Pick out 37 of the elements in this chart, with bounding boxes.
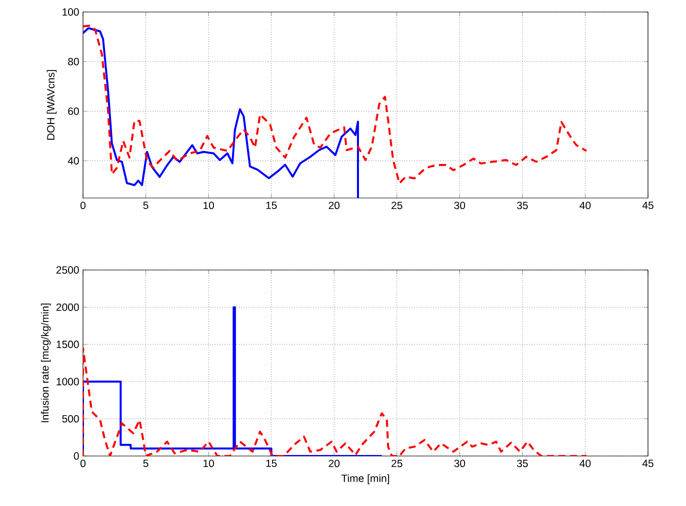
x-tick-label: 40 bbox=[580, 460, 591, 468]
x-tick-label: 5 bbox=[143, 202, 148, 210]
y-tick-label: 0 bbox=[74, 452, 79, 460]
x-tick-label: 20 bbox=[328, 460, 340, 468]
y-tick-label: 60 bbox=[68, 107, 79, 115]
x-tick-label: 30 bbox=[454, 460, 466, 468]
x-tick-label: 35 bbox=[516, 460, 528, 468]
x-tick-label: 25 bbox=[392, 202, 402, 210]
x-tick-label: 45 bbox=[642, 460, 654, 468]
x-tick-label: 45 bbox=[642, 202, 654, 210]
line-series bbox=[83, 27, 359, 198]
line-series bbox=[83, 347, 588, 456]
line-series bbox=[83, 24, 588, 184]
x-tick-label: 40 bbox=[580, 202, 591, 210]
y-tick-label: 1000 bbox=[56, 378, 79, 386]
x-tick-label: 15 bbox=[266, 202, 277, 210]
x-axis-title: Time [min] bbox=[341, 474, 390, 484]
x-tick-label: 20 bbox=[328, 202, 340, 210]
x-tick-label: 35 bbox=[516, 202, 528, 210]
x-tick-label: 25 bbox=[392, 460, 402, 468]
y-tick-label: 2000 bbox=[56, 303, 79, 311]
x-tick-label: 30 bbox=[454, 202, 466, 210]
x-tick-label: 5 bbox=[143, 460, 148, 468]
y-tick-label: 2500 bbox=[56, 266, 79, 274]
x-tick-label: 15 bbox=[266, 460, 277, 468]
x-tick-label: 0 bbox=[80, 202, 86, 210]
y-tick-label: 1500 bbox=[56, 340, 79, 348]
y-tick-label: 500 bbox=[62, 415, 79, 423]
line-series bbox=[83, 306, 383, 456]
x-tick-label: 10 bbox=[204, 460, 214, 468]
x-tick-label: 0 bbox=[80, 460, 86, 468]
y-tick-label: 40 bbox=[68, 157, 79, 165]
y-axis-title: DOH [WAVcns] bbox=[46, 70, 57, 140]
y-axis-title: Infusion rate [mcg/kg/min] bbox=[40, 304, 51, 422]
y-tick-label: 100 bbox=[62, 8, 79, 16]
x-tick-label: 10 bbox=[204, 202, 214, 210]
y-tick-label: 80 bbox=[68, 58, 79, 66]
